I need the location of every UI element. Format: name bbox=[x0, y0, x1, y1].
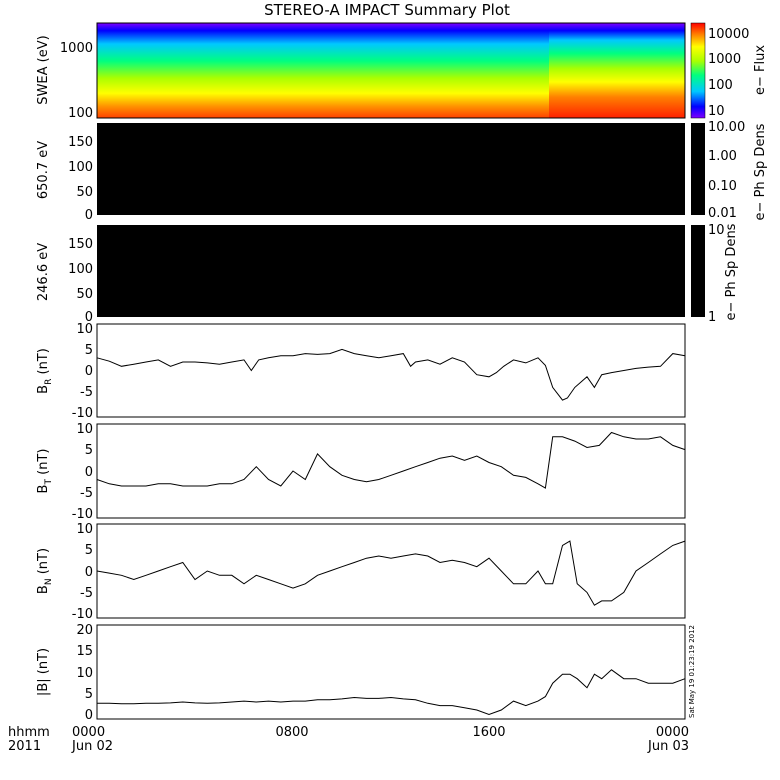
swea-cbar-label: e− Flux bbox=[753, 45, 768, 95]
figure-title: STEREO-A IMPACT Summary Plot bbox=[264, 1, 510, 19]
swea-cbar-tick-100: 100 bbox=[708, 78, 733, 93]
bt-ytick-m10: -10 bbox=[72, 507, 93, 522]
bn-ytick-m5: -5 bbox=[80, 586, 93, 601]
bn-ylabel-main: B bbox=[36, 585, 51, 594]
e246-cbar-tick-10: 10 bbox=[708, 223, 725, 238]
swea-cbar-tick-1000: 1000 bbox=[708, 52, 741, 67]
bt-ytick-10: 10 bbox=[76, 422, 93, 437]
swea-ytick-1000: 1000 bbox=[60, 41, 93, 56]
swea-cbar-tick-10: 10 bbox=[708, 104, 725, 119]
xlabel-jun03: Jun 03 bbox=[647, 739, 689, 754]
e246-cbar-tick-1: 1 bbox=[708, 310, 716, 325]
e246-ytick-100: 100 bbox=[68, 262, 93, 277]
bn-ytick-10: 10 bbox=[76, 522, 93, 537]
bmag-ylabel: |B| (nT) bbox=[36, 648, 51, 696]
bmag-ytick-5: 5 bbox=[85, 687, 93, 702]
e650-cbar-tick-10: 10.00 bbox=[708, 120, 745, 135]
e246-cbar-label: e− Ph Sp Dens bbox=[724, 223, 739, 320]
e650-ytick-150: 150 bbox=[68, 135, 93, 150]
swea-frame bbox=[96, 22, 686, 119]
e650-cbar-tick-0.01: 0.01 bbox=[708, 206, 737, 221]
bn-ylabel: BN (nT) bbox=[36, 548, 54, 594]
br-frame bbox=[96, 323, 686, 418]
bmag-frame bbox=[96, 624, 686, 720]
bmag-ytick-15: 15 bbox=[76, 644, 93, 659]
bt-ylabel: BT (nT) bbox=[36, 449, 54, 494]
e246-colorbar bbox=[691, 225, 705, 317]
swea-cbar-tick-10000: 10000 bbox=[708, 27, 749, 42]
e650-ylabel: 650.7 eV bbox=[36, 141, 51, 199]
bt-ylabel-unit: (nT) bbox=[36, 449, 51, 479]
xlabel-0000-start: 0000 bbox=[72, 725, 105, 740]
bn-ytick-0: 0 bbox=[85, 565, 93, 580]
xlabel-year: 2011 bbox=[8, 739, 41, 754]
bt-ylabel-main: B bbox=[36, 485, 51, 494]
bn-panel: BN (nT) 10 5 0 -5 -10 bbox=[36, 522, 686, 622]
bn-ylabel-unit: (nT) bbox=[36, 548, 51, 578]
swea-ytick-100: 100 bbox=[68, 106, 93, 121]
br-ylabel-main: B bbox=[36, 385, 51, 394]
bt-ytick-0: 0 bbox=[85, 465, 93, 480]
br-ylabel-unit: (nT) bbox=[36, 348, 51, 378]
e650-ytick-50: 50 bbox=[76, 185, 93, 200]
br-ytick-5: 5 bbox=[85, 343, 93, 358]
bmag-ytick-0: 0 bbox=[85, 708, 93, 723]
e650-plot-area bbox=[97, 123, 685, 215]
bmag-ytick-20: 20 bbox=[76, 623, 93, 638]
bt-ylabel-sub: T bbox=[44, 479, 54, 486]
swea-spectrogram-enhanced bbox=[549, 23, 685, 118]
bt-ytick-5: 5 bbox=[85, 443, 93, 458]
xlabel-0000-end: 0000 bbox=[656, 725, 689, 740]
e650-cbar-tick-0.1: 0.10 bbox=[708, 179, 737, 194]
bmag-ytick-10: 10 bbox=[76, 666, 93, 681]
bn-ytick-5: 5 bbox=[85, 543, 93, 558]
e650-cbar-tick-1: 1.00 bbox=[708, 149, 737, 164]
e246-ytick-150: 150 bbox=[68, 237, 93, 252]
e246-ytick-0: 0 bbox=[85, 310, 93, 325]
br-ylabel: BR (nT) bbox=[36, 348, 54, 394]
bt-frame bbox=[96, 423, 686, 519]
e246-ytick-50: 50 bbox=[76, 287, 93, 302]
xlabel-hhmm: hhmm bbox=[8, 725, 50, 740]
bn-series-line bbox=[96, 540, 686, 606]
br-panel: BR (nT) 10 5 0 -5 -10 bbox=[36, 322, 686, 421]
e650-ytick-0: 0 bbox=[85, 208, 93, 223]
br-series-line bbox=[96, 348, 686, 401]
bt-ytick-m5: -5 bbox=[80, 486, 93, 501]
xlabel-jun02: Jun 02 bbox=[71, 739, 113, 754]
br-ytick-0: 0 bbox=[85, 364, 93, 379]
xlabel-0800: 0800 bbox=[275, 725, 308, 740]
e246-plot-area bbox=[97, 225, 685, 317]
br-ytick-m10: -10 bbox=[72, 406, 93, 421]
bn-ytick-m10: -10 bbox=[72, 607, 93, 622]
swea-ylabel: SWEA (eV) bbox=[36, 35, 51, 104]
e650-colorbar bbox=[691, 123, 705, 215]
generation-timestamp: Sat May 19 01:23:19 2012 bbox=[688, 625, 696, 718]
e650-ytick-100: 100 bbox=[68, 160, 93, 175]
swea-colorbar bbox=[690, 22, 706, 119]
bn-ylabel-sub: N bbox=[44, 578, 54, 585]
e650-panel: 650.7 eV 150 100 50 0 10.00 1.00 0.10 0.… bbox=[36, 120, 768, 223]
bt-panel: BT (nT) 10 5 0 -5 -10 bbox=[36, 422, 686, 522]
bt-series-line bbox=[96, 431, 686, 489]
br-ylabel-sub: R bbox=[44, 379, 54, 385]
bmag-panel: |B| (nT) 20 15 10 5 0 Sat May 19 01:23:1… bbox=[36, 623, 696, 723]
bmag-series-line bbox=[97, 669, 686, 716]
e650-cbar-label: e− Ph Sp Dens bbox=[753, 123, 768, 220]
xlabel-1600: 1600 bbox=[472, 725, 505, 740]
br-ytick-m5: -5 bbox=[80, 385, 93, 400]
e246-ylabel: 246.6 eV bbox=[36, 243, 51, 301]
br-ytick-10: 10 bbox=[76, 322, 93, 337]
x-axis-labels: hhmm 2011 0000 Jun 02 0800 1600 0000 Jun… bbox=[8, 725, 689, 754]
swea-panel: SWEA (eV) 1000 100 10000 1000 100 10 e− … bbox=[36, 22, 768, 121]
e246-panel: 246.6 eV 150 100 50 0 10 1 e− Ph Sp Dens bbox=[36, 223, 739, 325]
